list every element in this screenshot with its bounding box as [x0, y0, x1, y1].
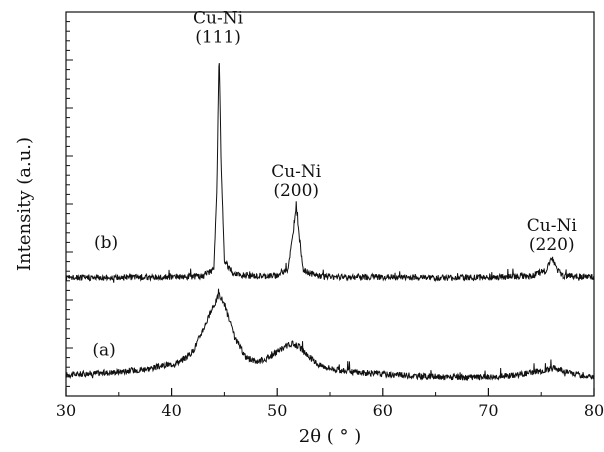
series-line-b	[65, 63, 595, 283]
x-tick-label: 60	[373, 401, 393, 420]
y-axis-label: Intensity (a.u.)	[14, 137, 35, 271]
x-tick-label: 30	[56, 401, 76, 420]
peak-label-phase: Cu-Ni	[271, 162, 322, 182]
series-label: (b)	[94, 233, 118, 253]
x-tick-label: 80	[584, 401, 604, 420]
series-label: (a)	[92, 341, 115, 361]
x-axis-label: 2θ ( ° )	[299, 426, 362, 447]
annotation-layer: (b)(a)Cu-Ni(111)Cu-Ni(200)Cu-Ni(220)	[92, 8, 577, 360]
peak-label-index: (220)	[529, 235, 575, 255]
x-tick-label: 50	[267, 401, 287, 420]
plot-frame	[65, 11, 595, 397]
peak-label-index: (200)	[273, 181, 319, 201]
x-tick-label: 40	[161, 401, 181, 420]
series-line-a	[65, 288, 595, 381]
series-layer	[65, 63, 595, 381]
x-tick-label: 70	[478, 401, 498, 420]
peak-label-phase: Cu-Ni	[193, 8, 244, 28]
y-minor-ticks	[66, 21, 73, 387]
x-ticks: 30 40 50 60 70 80	[56, 388, 604, 420]
peak-label-phase: Cu-Ni	[527, 216, 578, 236]
peak-label-index: (111)	[195, 27, 241, 47]
